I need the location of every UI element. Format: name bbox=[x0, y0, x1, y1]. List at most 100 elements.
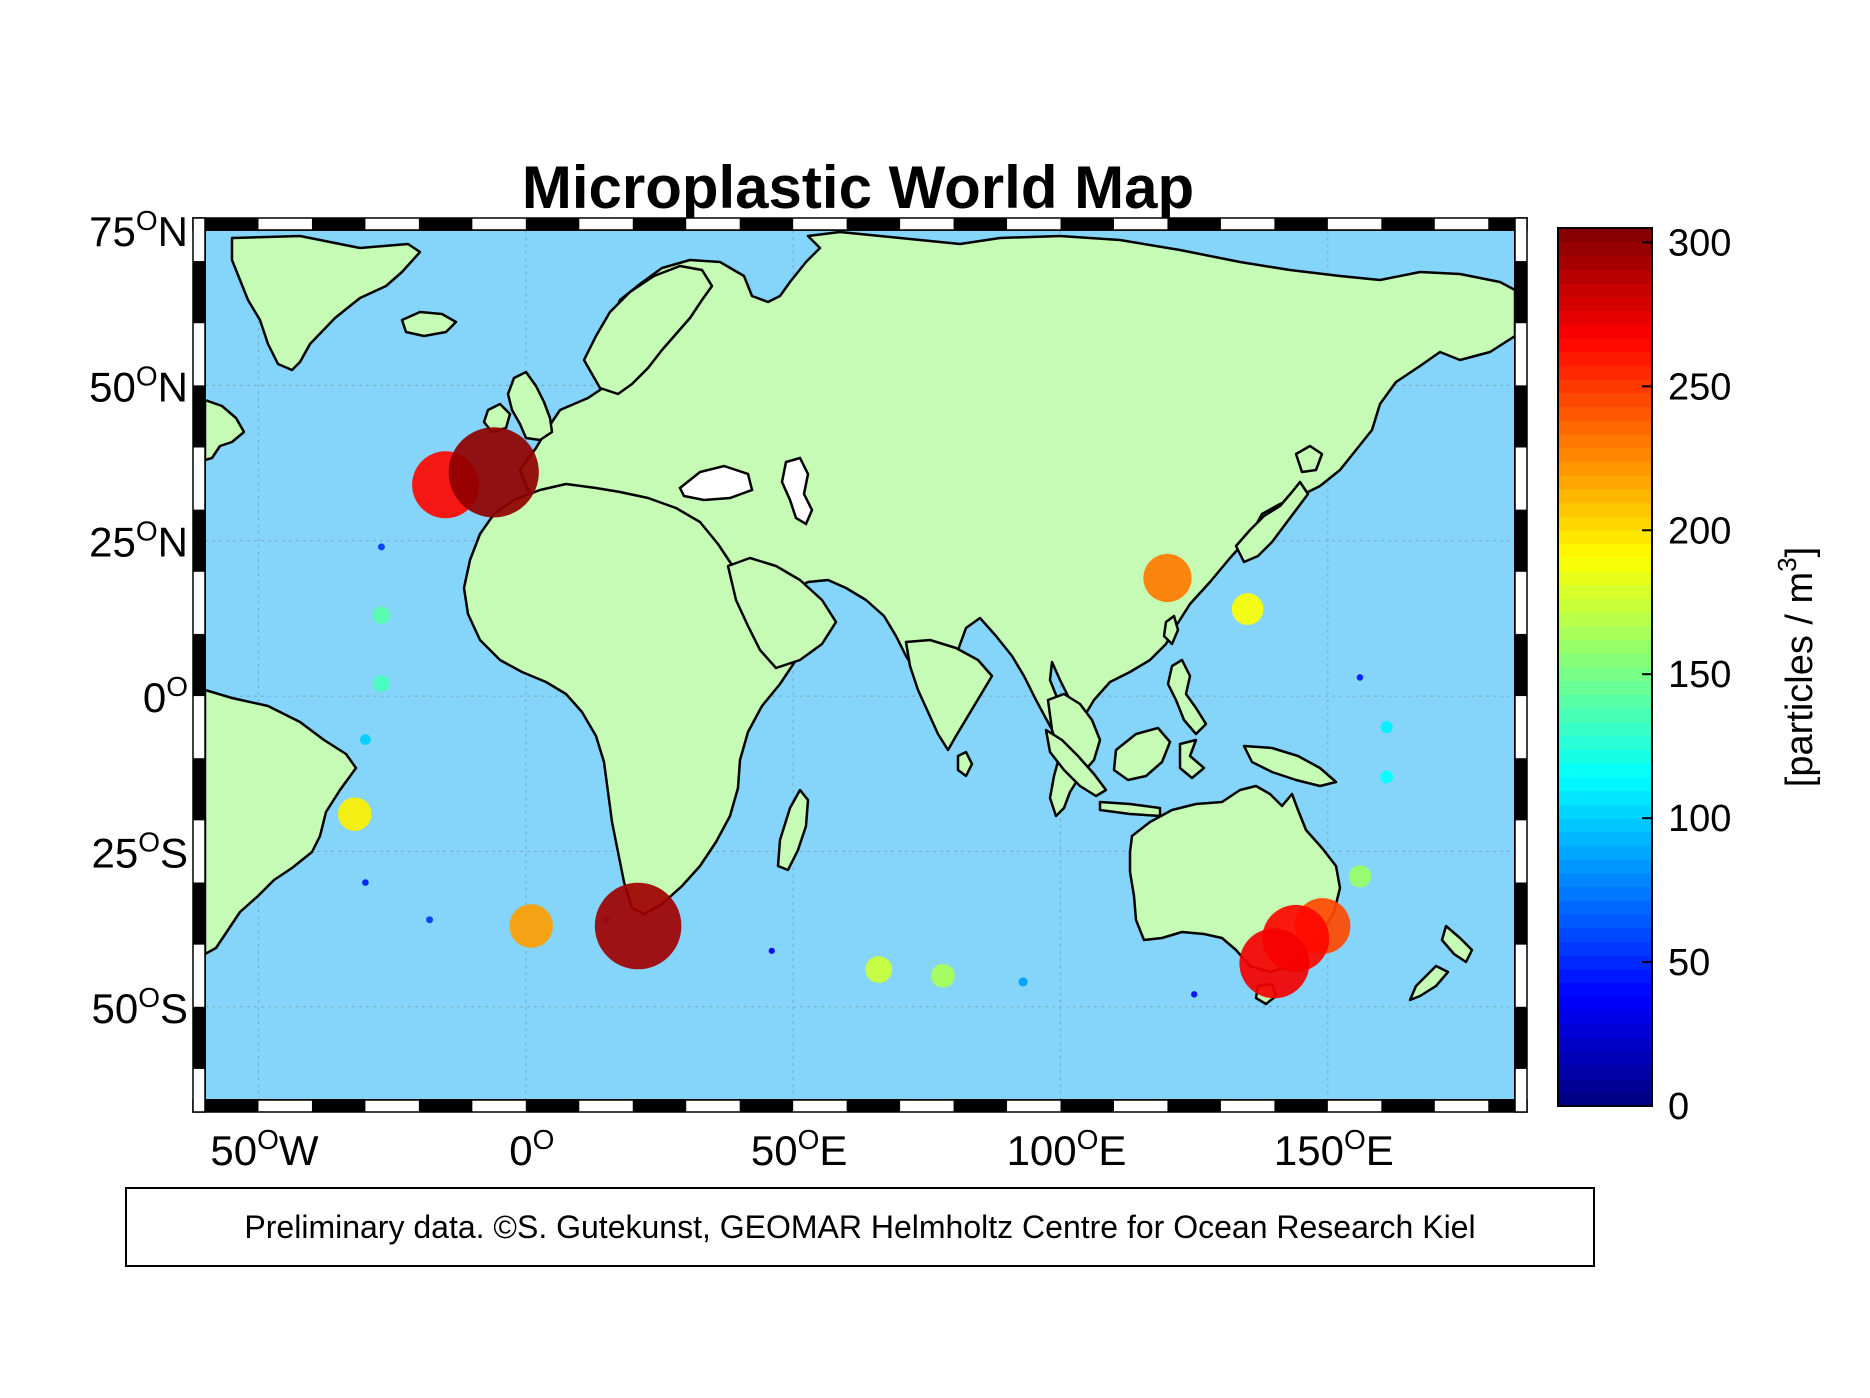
colorbar-tick-label: 200 bbox=[1668, 510, 1731, 552]
frame-segment bbox=[1515, 509, 1527, 572]
longitude-tick-label: 50OW bbox=[210, 1124, 319, 1174]
data-bubble bbox=[337, 797, 372, 831]
land-north-america bbox=[205, 398, 246, 462]
frame-segment bbox=[846, 1100, 901, 1112]
colorbar-level bbox=[1558, 1023, 1652, 1039]
frame-segment bbox=[1515, 385, 1527, 448]
land-india bbox=[904, 638, 994, 752]
land-new-zealand-south bbox=[1408, 964, 1450, 1002]
frame-segment bbox=[193, 882, 205, 945]
land-ireland bbox=[482, 402, 512, 434]
colorbar-level bbox=[1558, 776, 1652, 792]
colorbar-level bbox=[1558, 502, 1652, 517]
latitude-tick-label: 75ON bbox=[89, 205, 188, 255]
data-bubble bbox=[1380, 770, 1394, 784]
colorbar-level bbox=[1558, 488, 1652, 503]
data-bubble bbox=[594, 882, 682, 970]
colorbar-level bbox=[1558, 406, 1652, 421]
black-sea bbox=[678, 464, 754, 502]
data-bubble bbox=[426, 916, 434, 924]
colorbar-level bbox=[1558, 228, 1652, 243]
land-philippines bbox=[1166, 658, 1208, 736]
colorbar-level bbox=[1558, 941, 1652, 956]
colorbar-level bbox=[1558, 1051, 1652, 1066]
colorbar-level bbox=[1558, 831, 1652, 846]
colorbar-level bbox=[1558, 529, 1652, 545]
colorbar-level bbox=[1558, 790, 1652, 805]
land-africa bbox=[462, 482, 806, 916]
frame-segment bbox=[1488, 218, 1515, 230]
colorbar-level bbox=[1558, 598, 1652, 613]
data-bubble bbox=[1018, 977, 1028, 987]
colorbar-level bbox=[1558, 612, 1652, 627]
data-bubble bbox=[1143, 553, 1192, 603]
frame-segment bbox=[205, 1100, 259, 1112]
frame-segment bbox=[193, 261, 205, 324]
colorbar-level bbox=[1558, 859, 1652, 874]
colorbar-level bbox=[1558, 557, 1652, 572]
frame-segment bbox=[953, 1100, 1008, 1112]
frame-segment bbox=[739, 1100, 794, 1112]
colorbar-level bbox=[1558, 804, 1652, 819]
frame-segment bbox=[1515, 1006, 1527, 1069]
map-area bbox=[192, 217, 1528, 1113]
frame-segment bbox=[193, 758, 205, 821]
landmasses bbox=[205, 230, 1515, 1006]
data-bubble bbox=[1190, 991, 1198, 998]
colorbar-level bbox=[1558, 365, 1652, 380]
longitude-tick-label: 50OE bbox=[751, 1124, 848, 1174]
colorbar-level bbox=[1558, 913, 1652, 929]
land-new-guinea bbox=[1242, 744, 1338, 788]
colorbar-level bbox=[1558, 968, 1652, 984]
frame-segment bbox=[418, 1100, 473, 1112]
colorbar-level bbox=[1558, 337, 1652, 353]
land-greenland bbox=[230, 234, 422, 372]
colorbar-level bbox=[1558, 310, 1652, 325]
frame-segment bbox=[205, 218, 259, 230]
latitude-tick-label: 0O bbox=[143, 671, 188, 721]
frame-segment bbox=[193, 509, 205, 572]
colorbar-ticks: 0 50 100 150 200 250 300 bbox=[1642, 222, 1731, 1128]
data-bubble bbox=[372, 606, 391, 625]
data-bubble bbox=[377, 543, 385, 551]
colorbar-level bbox=[1558, 296, 1652, 311]
credit-box: Preliminary data. ©S. Gutekunst, GEOMAR … bbox=[125, 1187, 1595, 1267]
credit-text: Preliminary data. ©S. Gutekunst, GEOMAR … bbox=[244, 1209, 1475, 1245]
land-scandinavia bbox=[582, 264, 714, 396]
land-madagascar bbox=[776, 788, 810, 872]
frame-segment bbox=[1488, 1100, 1515, 1112]
frame-segment bbox=[418, 218, 473, 230]
frame-segment bbox=[311, 218, 366, 230]
frame-segment bbox=[525, 1100, 580, 1112]
colorbar-level bbox=[1558, 721, 1652, 737]
colorbar-level bbox=[1558, 570, 1652, 586]
land-sri-lanka bbox=[956, 750, 974, 778]
data-bubble bbox=[360, 734, 371, 745]
latitude-tick-label: 25ON bbox=[89, 516, 188, 566]
colorbar-level bbox=[1558, 639, 1652, 654]
data-bubble bbox=[373, 675, 390, 692]
colorbar-level bbox=[1558, 708, 1652, 723]
land-south-america bbox=[205, 688, 358, 956]
frame-segment bbox=[632, 218, 687, 230]
frame-segment bbox=[1060, 1100, 1114, 1112]
colorbar-level bbox=[1558, 817, 1652, 833]
frame-segment bbox=[311, 1100, 366, 1112]
colorbar-level bbox=[1558, 955, 1652, 970]
colorbar-level bbox=[1558, 351, 1652, 366]
data-bubbles bbox=[337, 427, 1394, 999]
frame-segment bbox=[525, 218, 580, 230]
colorbar-level bbox=[1558, 735, 1652, 750]
colorbar-level bbox=[1558, 433, 1652, 449]
colorbar-level bbox=[1558, 420, 1652, 435]
map-frame bbox=[192, 217, 1528, 1113]
frame-segment bbox=[1167, 218, 1221, 230]
colorbar-level bbox=[1558, 1009, 1652, 1025]
frame-segment bbox=[953, 218, 1008, 230]
colorbar-level bbox=[1558, 886, 1652, 901]
data-bubble bbox=[1380, 721, 1393, 734]
colorbar-level bbox=[1558, 241, 1652, 257]
land-japan bbox=[1234, 480, 1310, 564]
land-arabia bbox=[726, 556, 838, 670]
frame-segment bbox=[1515, 633, 1527, 697]
